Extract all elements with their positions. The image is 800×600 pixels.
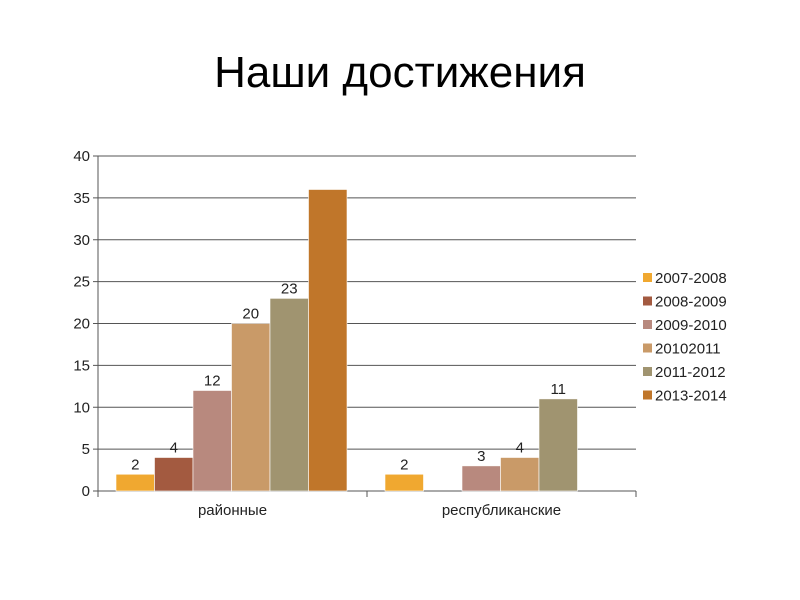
legend-swatch xyxy=(643,390,652,400)
data-label: 12 xyxy=(204,373,221,390)
bar xyxy=(192,390,232,492)
bar xyxy=(461,465,501,492)
data-label: 2 xyxy=(400,456,408,473)
data-label: 2 xyxy=(131,456,139,473)
legend-swatch xyxy=(643,367,652,376)
legend-label: 2013-2014 xyxy=(655,388,727,405)
legend-swatch xyxy=(643,320,652,329)
legend-label: 2011-2012 xyxy=(655,364,726,381)
data-label: 3 xyxy=(477,448,485,465)
page-title: Наши достижения xyxy=(214,48,586,97)
bar xyxy=(115,473,155,492)
data-label: 11 xyxy=(550,381,566,398)
category-label: районные xyxy=(198,502,267,519)
bar xyxy=(308,189,348,492)
y-tick-label: 25 xyxy=(73,274,90,291)
bar xyxy=(269,298,309,492)
legend-label: 20102011 xyxy=(655,341,721,358)
bar xyxy=(231,323,271,492)
bar xyxy=(154,457,194,492)
data-label: 20 xyxy=(242,306,259,323)
y-tick-label: 0 xyxy=(82,483,90,500)
legend-swatch xyxy=(643,343,652,353)
bar xyxy=(384,473,424,492)
y-tick-label: 40 xyxy=(73,148,90,165)
bar xyxy=(538,398,578,492)
y-tick-label: 15 xyxy=(73,357,90,374)
legend-label: 2008-2009 xyxy=(655,294,727,311)
bar xyxy=(500,457,540,492)
y-tick-label: 30 xyxy=(73,232,90,249)
legend-swatch xyxy=(643,273,652,282)
y-tick-label: 35 xyxy=(73,190,90,207)
data-label: 4 xyxy=(170,440,178,457)
legend-label: 2009-2010 xyxy=(655,317,727,334)
y-tick-label: 20 xyxy=(73,316,90,333)
y-tick-label: 5 xyxy=(82,441,90,458)
legend-label: 2007-2008 xyxy=(655,270,727,287)
legend-swatch xyxy=(643,296,652,306)
data-label: 23 xyxy=(281,280,298,297)
y-tick-label: 10 xyxy=(73,399,90,416)
category-label: республиканские xyxy=(442,502,561,519)
data-label: 4 xyxy=(516,440,524,457)
